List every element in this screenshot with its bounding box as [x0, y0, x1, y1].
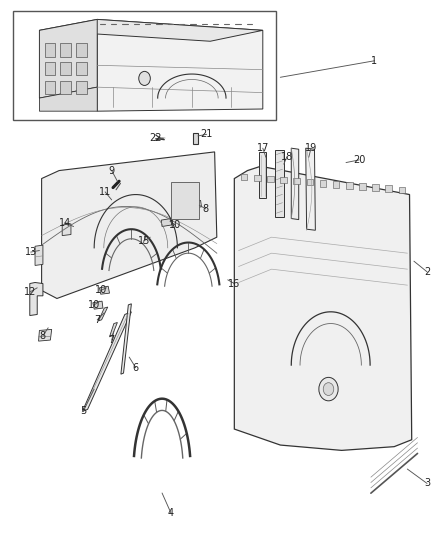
Polygon shape [110, 322, 117, 337]
Text: 10: 10 [95, 286, 107, 295]
Polygon shape [306, 148, 315, 230]
Bar [254, 175, 261, 181]
Bar [45, 80, 55, 94]
Bar [307, 179, 313, 185]
Bar [280, 177, 287, 183]
Bar [13, 11, 276, 120]
Circle shape [319, 377, 338, 401]
Text: 4: 4 [168, 508, 174, 518]
Text: 11: 11 [99, 187, 111, 197]
Bar [385, 185, 392, 192]
Text: 19: 19 [305, 143, 317, 153]
Polygon shape [82, 312, 131, 411]
Bar [193, 133, 198, 144]
Text: 3: 3 [424, 479, 430, 488]
Bar [333, 181, 339, 188]
Bar [60, 62, 71, 75]
Bar [241, 174, 247, 180]
Text: 21: 21 [201, 130, 213, 139]
Bar [372, 184, 379, 191]
Text: 2: 2 [424, 267, 430, 277]
Bar [45, 43, 55, 56]
Text: 10: 10 [88, 300, 100, 310]
Polygon shape [97, 19, 263, 111]
Text: 7: 7 [109, 335, 115, 345]
Polygon shape [99, 286, 110, 294]
Bar [267, 176, 274, 182]
Bar [76, 80, 87, 94]
Text: 22: 22 [149, 133, 162, 142]
Text: 12: 12 [24, 287, 36, 297]
Circle shape [139, 71, 150, 85]
Text: 20: 20 [353, 155, 365, 165]
Bar [60, 43, 71, 56]
Text: 18: 18 [281, 152, 293, 161]
Polygon shape [192, 200, 201, 208]
Text: 5: 5 [80, 407, 86, 416]
Polygon shape [161, 219, 172, 227]
Polygon shape [39, 19, 263, 41]
Polygon shape [39, 19, 97, 98]
Text: 17: 17 [257, 143, 269, 153]
Text: 1: 1 [371, 56, 378, 66]
Bar [320, 180, 326, 187]
Polygon shape [93, 301, 103, 309]
Bar [171, 182, 199, 219]
Bar [45, 62, 55, 75]
Text: 7: 7 [94, 315, 100, 325]
Polygon shape [30, 282, 43, 316]
Text: 16: 16 [228, 279, 240, 288]
Polygon shape [62, 224, 71, 236]
Text: 8: 8 [40, 331, 46, 341]
Polygon shape [99, 307, 108, 321]
Text: 14: 14 [59, 218, 71, 228]
Polygon shape [35, 245, 43, 265]
Text: 13: 13 [25, 247, 37, 257]
Polygon shape [39, 329, 52, 341]
Polygon shape [291, 148, 299, 220]
Circle shape [323, 383, 334, 395]
Text: 6: 6 [133, 363, 139, 373]
Bar [399, 187, 405, 193]
Bar [293, 178, 300, 184]
Polygon shape [121, 304, 131, 374]
Text: 15: 15 [138, 236, 150, 246]
Polygon shape [275, 150, 284, 217]
Bar [60, 80, 71, 94]
Polygon shape [39, 87, 97, 111]
Polygon shape [259, 152, 266, 198]
Text: 9: 9 [109, 166, 115, 175]
Bar [76, 62, 87, 75]
Polygon shape [234, 166, 412, 450]
Polygon shape [42, 152, 217, 298]
Bar [76, 43, 87, 56]
Bar [359, 183, 366, 190]
Bar [346, 182, 353, 189]
Text: 10: 10 [169, 220, 181, 230]
Text: 8: 8 [203, 204, 209, 214]
